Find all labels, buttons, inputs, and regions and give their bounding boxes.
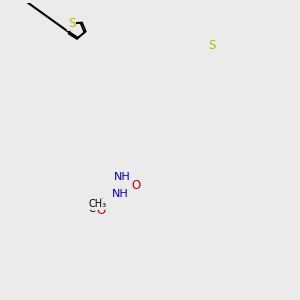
Text: NH: NH	[113, 172, 130, 182]
Text: NH: NH	[112, 188, 129, 199]
Text: O: O	[132, 179, 141, 193]
Text: CH₃: CH₃	[88, 204, 106, 214]
Text: S: S	[68, 17, 75, 30]
Text: CH₃: CH₃	[88, 199, 106, 209]
Text: S: S	[208, 39, 215, 52]
Text: O: O	[96, 204, 106, 217]
Text: O: O	[96, 196, 106, 210]
